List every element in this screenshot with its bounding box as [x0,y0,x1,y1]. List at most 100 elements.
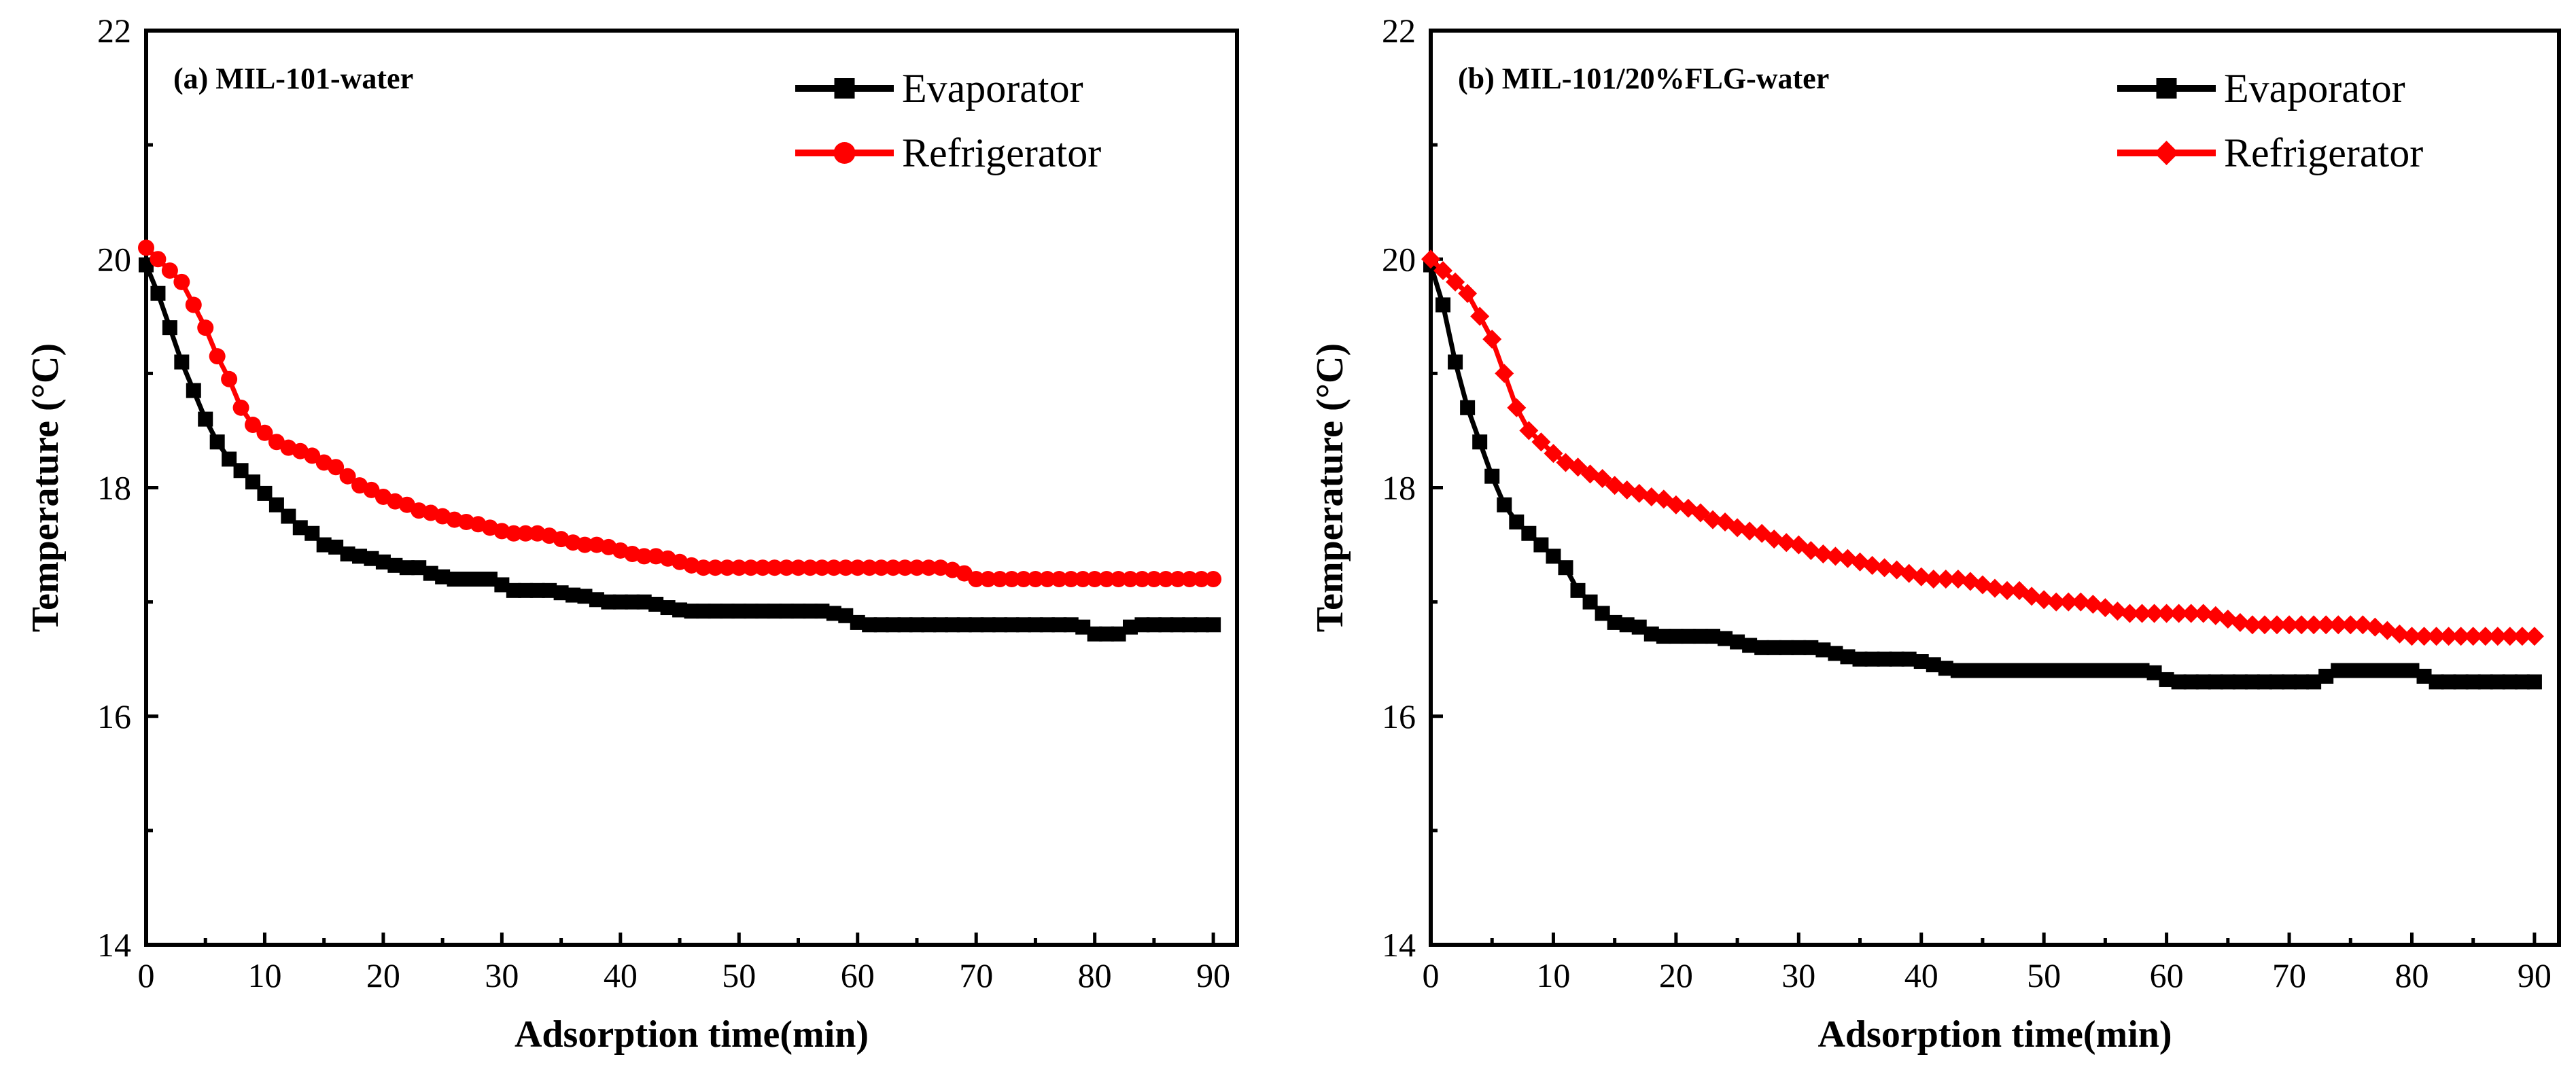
data-point-evaporator [1852,651,1868,667]
data-point-evaporator [1570,583,1586,598]
data-point-refrigerator [1181,571,1198,587]
data-point-refrigerator [339,468,356,485]
data-point-evaporator [719,604,735,619]
data-point-evaporator [139,257,154,273]
data-point-refrigerator [873,559,890,576]
data-point-refrigerator [1813,544,1833,564]
data-point-evaporator [1815,642,1831,658]
data-point-evaporator [921,617,937,633]
x-axis-label: Adsorption time(min) [1817,1013,2172,1056]
x-tick-label: 30 [485,956,519,994]
data-point-refrigerator [2414,627,2434,646]
y-tick-label: 18 [97,469,131,507]
x-tick-label: 60 [841,956,875,994]
y-tick-label: 16 [1382,697,1416,735]
data-point-evaporator [316,537,332,553]
data-point-refrigerator [304,447,321,464]
data-point-evaporator [281,508,296,524]
legend-entry-refrigerator: Refrigerator [2117,131,2423,175]
data-point-refrigerator [814,559,831,576]
data-point-evaporator [2195,674,2211,690]
data-point-evaporator [1004,617,1020,633]
data-point-refrigerator [576,536,593,553]
data-point-refrigerator [1985,578,2004,598]
data-point-evaporator [862,617,877,633]
data-point-refrigerator [825,559,842,576]
data-point-evaporator [1901,651,1917,667]
data-point-evaporator [2465,674,2481,690]
series-evaporator [1423,257,2542,690]
data-point-evaporator [1509,514,1525,529]
data-point-evaporator [1582,594,1598,610]
data-point-evaporator [708,604,723,619]
series-refrigerator [1421,249,2544,646]
data-point-refrigerator [1703,510,1722,529]
data-point-refrigerator [1862,555,1882,575]
data-point-evaporator [2429,674,2444,690]
data-point-evaporator [352,549,368,564]
data-point-refrigerator [2341,615,2361,635]
data-point-refrigerator [1531,432,1551,452]
data-point-evaporator [731,604,747,619]
data-point-refrigerator [636,548,652,565]
data-point-evaporator [1099,626,1115,642]
data-point-evaporator [980,617,996,633]
series-evaporator [139,257,1221,642]
data-point-evaporator [2514,674,2530,690]
data-point-refrigerator [150,251,167,268]
legend-entry-refrigerator: Refrigerator [795,131,1101,175]
x-tick-label: 20 [366,956,400,994]
data-point-evaporator [423,566,438,581]
data-point-refrigerator [1924,570,1943,589]
data-point-refrigerator [2292,615,2312,635]
data-point-refrigerator [742,559,759,576]
data-point-refrigerator [2120,604,2140,623]
data-point-refrigerator [1027,571,1044,587]
data-point-evaporator [1111,626,1126,642]
data-point-evaporator [1546,549,1561,564]
legend-marker [833,142,856,164]
data-point-refrigerator [1544,444,1563,464]
x-tick-label: 90 [2518,956,2552,994]
data-point-refrigerator [2451,627,2471,646]
data-point-evaporator [2355,663,2371,678]
data-point-evaporator [2159,672,2174,687]
data-point-evaporator [1170,617,1185,633]
data-point-evaporator [1631,619,1647,635]
data-point-evaporator [2232,674,2248,690]
data-point-evaporator [553,585,569,601]
data-point-evaporator [1484,468,1500,484]
data-point-evaporator [518,583,534,598]
data-point-refrigerator [2304,615,2324,635]
chart-panel-b: 0 10 20 30 40 50 60 70 80 90 14 16 18 20 22 Adsorption … [1309,12,2561,1056]
data-point-evaporator [2183,674,2199,690]
data-point-evaporator [1146,617,1162,633]
data-point-refrigerator [245,417,262,434]
data-point-refrigerator [1205,571,1222,587]
data-point-evaporator [1435,297,1451,313]
y-tick-label: 22 [97,12,131,50]
data-point-evaporator [340,546,355,562]
data-point-refrigerator [908,559,925,576]
data-point-evaporator [1705,629,1720,644]
data-point-evaporator [1779,640,1794,655]
y-tick-label: 20 [97,240,131,278]
data-point-refrigerator [1051,571,1068,587]
data-point-refrigerator [1507,398,1527,417]
data-point-evaporator [2526,674,2542,690]
data-point-evaporator [1521,525,1537,541]
data-point-evaporator [1742,638,1758,653]
data-point-evaporator [233,463,249,479]
data-point-refrigerator [2426,627,2446,646]
data-point-refrigerator [1568,457,1588,477]
data-point-refrigerator [790,559,807,576]
data-point-refrigerator [837,559,854,576]
data-point-evaporator [956,617,972,633]
x-tick-label: 80 [2395,956,2429,994]
data-point-evaporator [375,554,391,570]
data-point-evaporator [672,602,688,618]
data-point-refrigerator [2475,627,2495,646]
data-point-evaporator [2024,663,2040,678]
data-point-refrigerator [2463,627,2483,646]
data-point-evaporator [1643,626,1659,642]
